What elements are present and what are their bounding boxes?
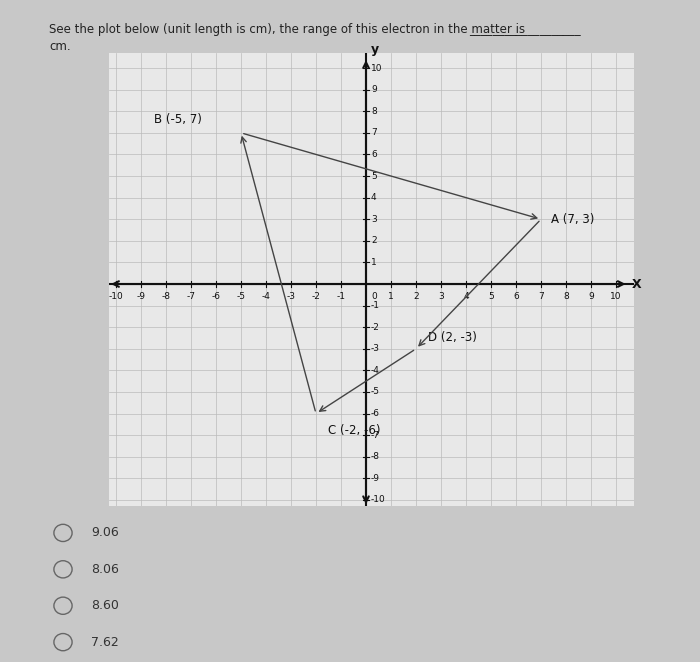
Text: -1: -1 [337,291,346,301]
Text: 10: 10 [371,64,382,73]
Text: 2: 2 [371,236,377,246]
Text: 7.62: 7.62 [91,636,119,649]
Text: D (2, -3): D (2, -3) [428,332,477,344]
Text: 9: 9 [371,85,377,94]
Text: 9.06: 9.06 [91,526,119,540]
Text: -9: -9 [136,291,146,301]
Text: -6: -6 [371,409,380,418]
Text: C (-2, -6): C (-2, -6) [328,424,381,438]
Text: 0: 0 [371,291,377,301]
Text: -8: -8 [371,452,380,461]
Text: -2: -2 [312,291,321,301]
Text: 8: 8 [563,291,569,301]
Text: See the plot below (unit length is cm), the range of this electron in the matter: See the plot below (unit length is cm), … [49,23,525,36]
Text: -8: -8 [162,291,171,301]
Text: -7: -7 [186,291,195,301]
Text: 8.60: 8.60 [91,599,119,612]
Text: -9: -9 [371,474,380,483]
Text: 3: 3 [438,291,444,301]
Text: ___________________: ___________________ [469,23,580,36]
Text: -3: -3 [371,344,380,354]
Text: 7: 7 [538,291,544,301]
Text: X: X [632,277,642,291]
Text: -10: -10 [371,495,386,504]
Text: -5: -5 [237,291,246,301]
Text: -7: -7 [371,431,380,440]
Text: B (-5, 7): B (-5, 7) [153,113,202,126]
Text: -5: -5 [371,387,380,397]
Text: -2: -2 [371,322,380,332]
Text: 5: 5 [488,291,494,301]
Text: -4: -4 [371,366,380,375]
Text: 5: 5 [371,171,377,181]
Text: 1: 1 [371,258,377,267]
Text: -1: -1 [371,301,380,310]
Text: -10: -10 [108,291,123,301]
Text: 7: 7 [371,128,377,137]
Text: -3: -3 [286,291,295,301]
Text: 3: 3 [371,214,377,224]
Text: 1: 1 [388,291,394,301]
Text: -4: -4 [262,291,270,301]
Text: 8.06: 8.06 [91,563,119,576]
Text: 6: 6 [513,291,519,301]
Text: 10: 10 [610,291,622,301]
Text: -6: -6 [211,291,220,301]
Text: 9: 9 [588,291,594,301]
Text: 4: 4 [463,291,469,301]
Text: y: y [371,43,379,56]
Text: A (7, 3): A (7, 3) [551,213,594,226]
Text: cm.: cm. [49,40,71,53]
Text: 6: 6 [371,150,377,159]
Text: 2: 2 [413,291,419,301]
Text: 8: 8 [371,107,377,116]
Text: 4: 4 [371,193,377,202]
